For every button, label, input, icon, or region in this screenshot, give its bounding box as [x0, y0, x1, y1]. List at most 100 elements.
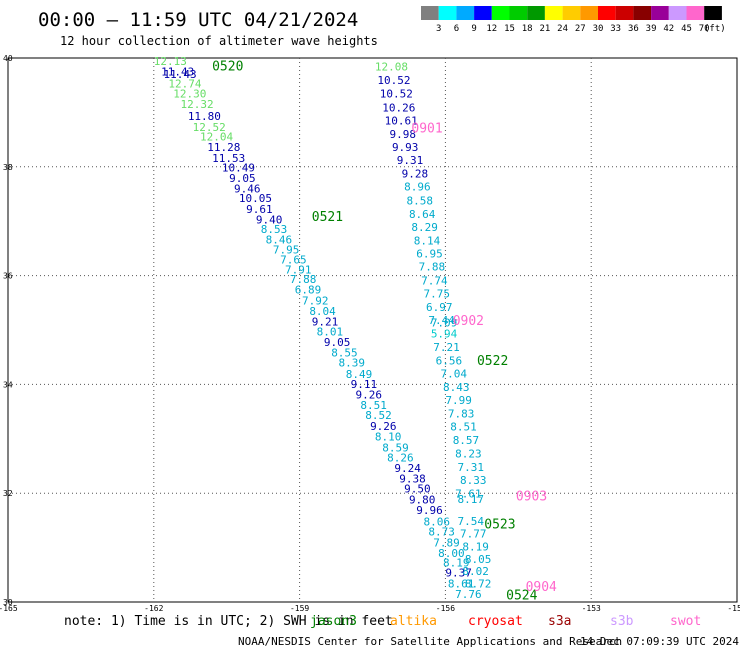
y-tick-label: 32	[3, 489, 13, 498]
wave-height-value: 9.96	[416, 504, 443, 517]
y-tick-label: 30	[3, 598, 13, 607]
wave-height-value: 12.08	[375, 61, 408, 74]
wave-height-value: 9.98	[390, 128, 417, 141]
wave-height-value: 8.01	[317, 325, 344, 338]
wave-height-value: 7.44	[428, 314, 455, 327]
wave-height-value: 9.46	[234, 182, 260, 195]
wave-height-value: 12.74	[168, 77, 201, 90]
wave-height-value: 11.43	[164, 68, 197, 81]
scale-label: 27	[575, 24, 586, 34]
pass-labels: 0520 0521 0522 0523 0524 0901 0902 0903 0904	[212, 60, 557, 604]
pass-label: 0901	[411, 122, 442, 137]
wave-height-value: 8.96	[404, 181, 431, 194]
wave-height-value: 8.00	[438, 547, 465, 560]
satellite-legend-entry: altika	[390, 614, 437, 629]
wave-height-value: 7.61	[455, 488, 482, 501]
wave-height-value: 12.32	[181, 98, 214, 111]
wave-height-value: 7.99	[445, 394, 472, 407]
wave-height-value: 9.40	[256, 213, 282, 226]
pass-label: 0902	[453, 314, 484, 329]
scale-label: 24	[557, 24, 568, 34]
wave-height-value: 11.53	[212, 152, 245, 165]
x-tick-label: -159	[290, 604, 309, 613]
scale-swatch	[491, 6, 510, 20]
wave-height-value: 10.52	[380, 88, 413, 101]
chart-subtitle: 12 hour collection of altimeter wave hei…	[60, 34, 378, 48]
wave-height-value: 8.02	[462, 565, 489, 578]
wave-height-value: 12.30	[173, 88, 206, 101]
wave-height-value: 9.28	[402, 168, 429, 181]
wave-height-value: 7.74	[421, 274, 448, 287]
x-tick-label: -165	[0, 604, 18, 613]
pass-label: 0523	[484, 518, 515, 533]
scale-label: 33	[610, 24, 621, 34]
y-tick-label: 40	[3, 54, 13, 63]
wave-height-value: 8.04	[309, 305, 336, 318]
wave-height-value: 10.05	[239, 192, 272, 205]
wave-height-value: 8.57	[453, 434, 480, 447]
satellite-legend-entry: jason3	[310, 614, 357, 629]
wave-height-value: 6.97	[426, 301, 453, 314]
pass-label: 0904	[526, 580, 557, 595]
wave-height-value: 10.49	[222, 162, 255, 175]
color-scale	[421, 6, 722, 20]
scale-swatch	[438, 6, 457, 20]
satellite-legend: jason3 altika cryosat s3a s3b swot	[310, 614, 701, 629]
scale-label: 45	[681, 24, 692, 34]
wave-height-value: 11.28	[207, 141, 240, 154]
x-tick-label: -156	[436, 604, 455, 613]
wave-height-value: 7.88	[290, 273, 317, 286]
scale-swatch	[704, 6, 722, 20]
wave-height-value: 8.51	[360, 399, 387, 412]
wave-height-value: 9.05	[324, 336, 351, 349]
y-tick-labels: 30 32 34 36 38 40	[3, 54, 13, 607]
wave-height-value: 9.50	[404, 483, 431, 496]
wave-height-value: 7.54	[458, 515, 485, 528]
y-tick-label: 36	[3, 272, 13, 281]
wave-height-value: 7.75	[424, 287, 451, 300]
scale-swatch	[544, 6, 563, 20]
wave-height-value: 7.91	[285, 263, 312, 276]
wave-height-value: 8.05	[465, 553, 492, 566]
wave-height-value: 8.61	[448, 577, 475, 590]
scale-swatch	[686, 6, 705, 20]
wave-height-value: 7.89	[433, 537, 460, 550]
scale-label: 21	[539, 24, 550, 34]
footer-note: note: 1) Time is in UTC; 2) SWH is in fe…	[64, 614, 393, 629]
wave-height-value: 8.33	[460, 474, 487, 487]
scale-label: 39	[646, 24, 657, 34]
wave-height-value: 8.59	[382, 441, 409, 454]
wave-height-value: 8.17	[458, 493, 485, 506]
wave-height-value: 8.19	[443, 557, 470, 570]
wave-height-value: 9.24	[394, 462, 421, 475]
wave-height-value: 10.26	[382, 101, 415, 114]
wave-height-value: 11.43	[161, 65, 194, 78]
scale-swatch	[598, 6, 616, 20]
scale-label: 36	[628, 24, 639, 34]
satellite-legend-entry: s3a	[548, 614, 571, 629]
scale-label: 9	[471, 24, 476, 34]
pass-label: 0520	[212, 60, 243, 75]
scale-swatch	[509, 6, 528, 20]
scale-unit-label: (ft)	[704, 24, 726, 34]
wave-height-value: 8.46	[266, 234, 293, 247]
wave-height-value: 11.80	[188, 110, 221, 123]
wave-height-value: 10.52	[377, 74, 410, 87]
wave-height-value: 8.06	[424, 515, 451, 528]
wave-height-value: 8.19	[462, 540, 489, 553]
pass-label: 0521	[312, 210, 343, 225]
wave-height-value: 7.95	[273, 243, 300, 256]
x-tick-label: -162	[144, 604, 163, 613]
scale-swatch	[651, 6, 669, 20]
wave-height-value: 8.14	[414, 235, 441, 248]
chart-title: 00:00 – 11:59 UTC 04/21/2024	[38, 9, 358, 31]
wave-height-value: 7.09	[431, 317, 458, 330]
wave-height-value: 7.21	[433, 341, 460, 354]
pass-label: 0522	[477, 354, 508, 369]
wave-height-value: 10.61	[385, 114, 418, 127]
satellite-legend-entry: swot	[670, 614, 701, 629]
scale-label: 18	[522, 24, 533, 34]
pass-label: 0524	[506, 588, 537, 603]
wave-height-value: 8.23	[455, 447, 482, 460]
